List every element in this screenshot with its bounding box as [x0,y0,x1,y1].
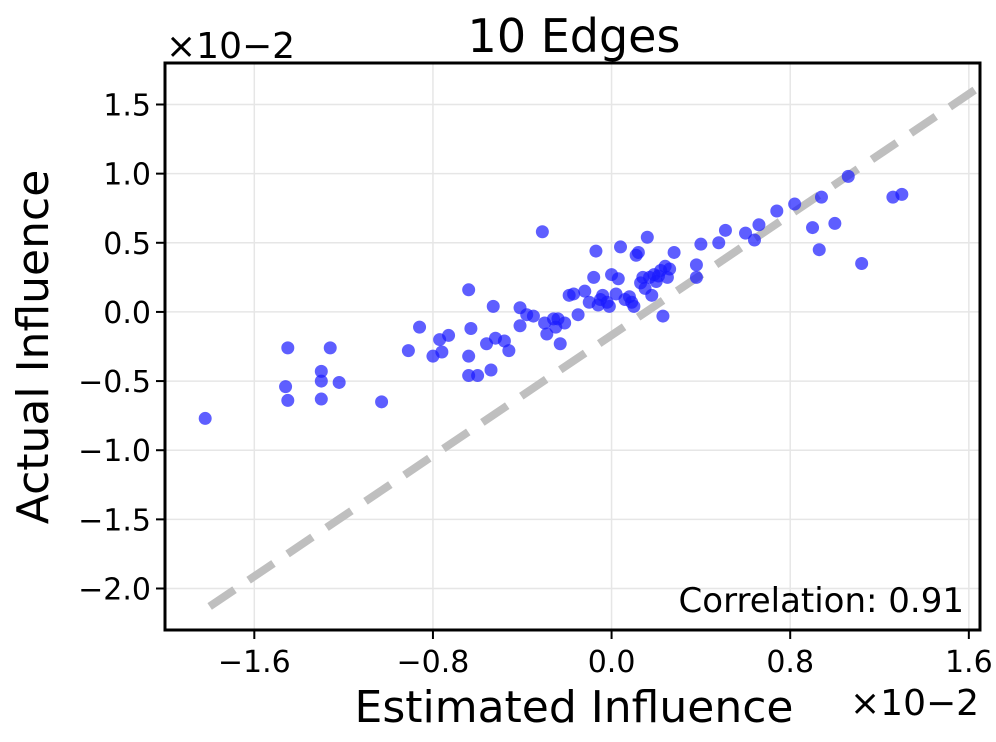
data-point [535,225,549,239]
data-point [718,223,732,237]
data-point [694,237,708,251]
data-point [689,258,703,272]
data-point [279,380,293,394]
plot-frame [163,61,982,632]
data-point [841,169,855,183]
data-point [435,345,449,359]
y-axis-label: Actual Influence [8,170,59,525]
grid-lines [165,63,980,630]
x-axis-label: Estimated Influence [355,682,794,733]
data-point [332,375,346,389]
x-tick-label: −1.6 [218,645,291,680]
data-point [323,341,337,355]
y-tick-label: 1.0 [103,158,151,193]
data-point [462,369,476,383]
data-point [442,328,456,342]
data-point [484,363,498,377]
data-point [567,287,581,301]
x-tick-label: −0.8 [397,645,470,680]
data-point [627,299,641,313]
data-point [462,283,476,297]
data-point [812,243,826,257]
data-point [656,309,670,323]
data-point [314,364,328,378]
data-point [314,392,328,406]
data-point [806,221,820,235]
data-point [281,341,295,355]
data-point [895,187,909,201]
x-tick-label: 1.6 [945,645,993,680]
data-point [631,245,645,259]
data-point [553,337,567,351]
data-point [855,257,869,271]
data-point [526,309,540,323]
y-tick-label: −0.5 [78,365,151,400]
data-point [558,316,572,330]
data-point [314,374,328,388]
chart-title: 10 Edges [468,9,681,63]
data-point [375,395,389,409]
data-point [739,226,753,240]
x-axis-ticks: −1.6 −0.8 0.0 0.8 1.6 [218,630,993,680]
data-point [401,344,415,358]
data-point [413,320,427,334]
data-point [814,190,828,204]
data-point [640,230,654,244]
data-point [589,244,603,258]
data-point [667,245,681,259]
data-point [663,262,677,276]
data-point [614,240,628,254]
data-point [747,233,761,247]
data-points [198,169,909,425]
data-point [645,288,659,302]
y-tick-label: 1.5 [103,88,151,123]
data-point [198,411,212,425]
data-point [486,299,500,313]
data-point [540,327,554,341]
y-tick-label: −1.0 [78,434,151,469]
data-point [587,270,601,284]
data-point [828,216,842,230]
correlation-annotation: Correlation: 0.91 [679,581,964,621]
data-point [462,349,476,363]
data-point [471,369,485,383]
data-point [611,272,625,286]
y-axis-multiplier: ×10−2 [166,26,295,67]
data-point [502,344,516,358]
data-point [770,204,784,218]
y-axis-ticks: −2.0 −1.5 −1.0 −0.5 0.0 0.5 1.0 1.5 [78,88,165,608]
y-tick-label: 0.5 [103,227,151,262]
data-point [513,319,527,333]
x-axis-multiplier: ×10−2 [850,683,979,724]
data-point [712,236,726,250]
data-point [752,218,766,232]
data-point [578,284,592,298]
data-point [788,197,802,211]
data-point [464,322,478,336]
data-point [571,308,585,322]
y-tick-label: −1.5 [78,503,151,538]
y-tick-label: −2.0 [78,573,151,608]
x-tick-label: 0.8 [766,645,814,680]
data-point [602,299,616,313]
data-point [497,334,511,348]
y-tick-label: 0.0 [103,296,151,331]
x-tick-label: 0.0 [588,645,636,680]
data-point [281,393,295,407]
data-point [689,270,703,284]
